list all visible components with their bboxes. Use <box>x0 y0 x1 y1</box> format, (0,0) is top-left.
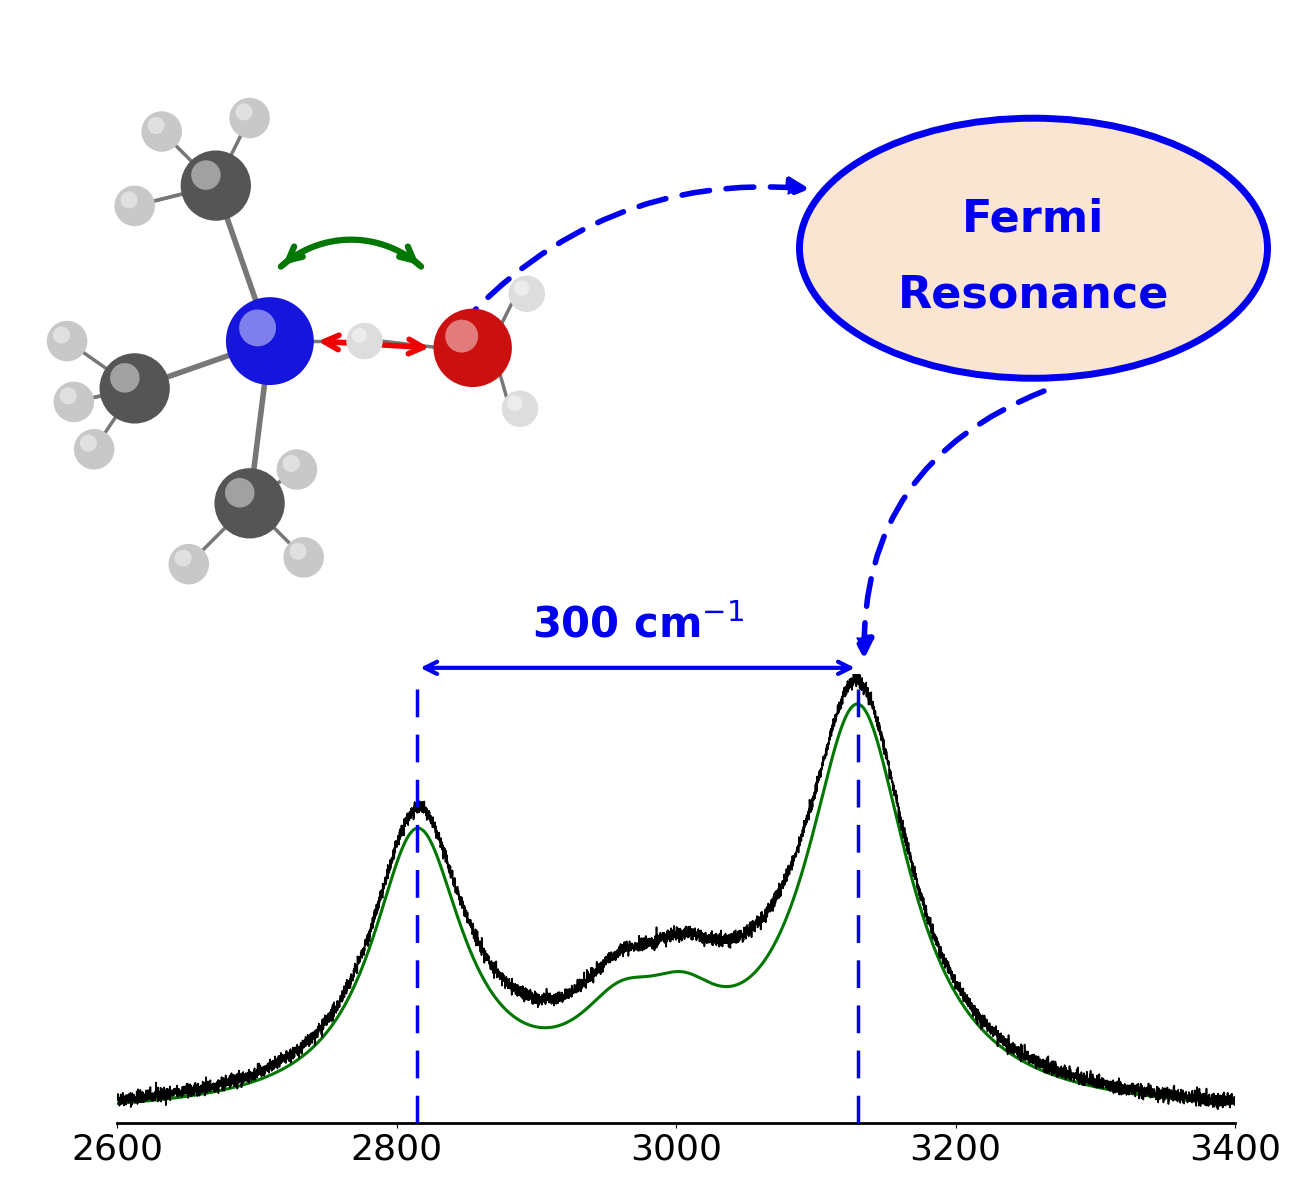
Circle shape <box>181 150 251 221</box>
Circle shape <box>226 297 313 385</box>
Circle shape <box>147 117 165 134</box>
Ellipse shape <box>800 118 1268 378</box>
Circle shape <box>53 382 94 422</box>
Circle shape <box>142 111 182 151</box>
Circle shape <box>191 161 221 190</box>
Circle shape <box>100 353 170 423</box>
Circle shape <box>174 550 191 566</box>
Circle shape <box>47 320 87 362</box>
Circle shape <box>277 449 317 489</box>
Circle shape <box>239 310 276 346</box>
FancyArrowPatch shape <box>456 180 803 329</box>
Circle shape <box>121 191 138 208</box>
Circle shape <box>508 275 545 312</box>
Circle shape <box>60 388 77 404</box>
Circle shape <box>290 543 307 560</box>
Circle shape <box>74 429 114 469</box>
Circle shape <box>352 327 367 343</box>
Circle shape <box>433 309 512 387</box>
Circle shape <box>111 363 139 392</box>
Circle shape <box>79 435 98 452</box>
Circle shape <box>445 319 478 352</box>
Circle shape <box>283 537 324 578</box>
Circle shape <box>282 455 300 472</box>
Circle shape <box>225 478 255 507</box>
FancyArrowPatch shape <box>857 391 1044 652</box>
Circle shape <box>502 390 538 427</box>
Circle shape <box>229 98 270 138</box>
Circle shape <box>53 326 70 344</box>
Text: Resonance: Resonance <box>898 274 1169 317</box>
Circle shape <box>507 396 523 411</box>
Circle shape <box>514 280 529 296</box>
Circle shape <box>235 103 252 121</box>
Circle shape <box>169 544 209 584</box>
Circle shape <box>346 323 382 359</box>
Circle shape <box>114 186 155 226</box>
Circle shape <box>214 468 285 539</box>
Text: Fermi: Fermi <box>962 197 1105 240</box>
Text: 300 cm$^{-1}$: 300 cm$^{-1}$ <box>532 604 744 647</box>
